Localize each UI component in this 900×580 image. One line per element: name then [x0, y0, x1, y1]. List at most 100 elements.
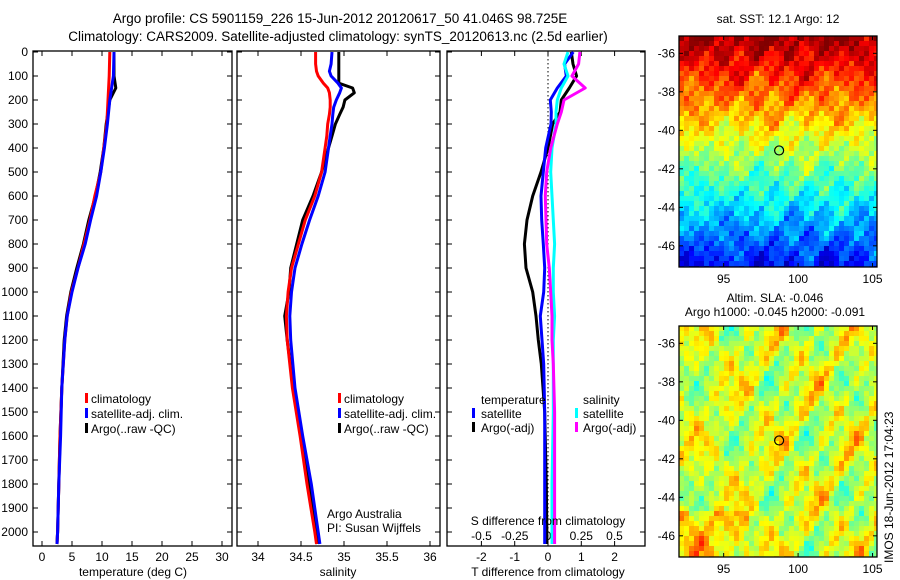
map-cell	[779, 251, 785, 257]
map-cell	[829, 381, 835, 387]
map-cell	[784, 526, 790, 532]
map-cell	[839, 426, 845, 432]
map-cell	[844, 226, 850, 232]
map-cell	[869, 251, 875, 257]
map-cell	[784, 506, 790, 512]
map-cell	[834, 351, 840, 357]
map-cell	[799, 226, 805, 232]
map-cell	[849, 56, 855, 62]
map-cell	[829, 256, 835, 262]
map-cell	[679, 91, 685, 97]
map-cell	[774, 221, 780, 227]
map-cell	[814, 211, 820, 217]
map-cell	[849, 516, 855, 522]
map-cell	[694, 111, 700, 117]
map-cell	[789, 56, 795, 62]
map-cell	[714, 371, 720, 377]
map-cell	[759, 526, 765, 532]
map-cell	[839, 446, 845, 452]
map-cell	[694, 236, 700, 242]
map-cell	[864, 231, 870, 237]
depth-tick-label: 100	[8, 69, 28, 83]
map-cell	[704, 181, 710, 187]
map-cell	[829, 86, 835, 92]
map-cell	[749, 361, 755, 367]
map-cell	[859, 366, 865, 372]
map-cell	[729, 521, 735, 527]
map-cell	[804, 431, 810, 437]
map-cell	[839, 71, 845, 77]
map-cell	[719, 91, 725, 97]
map-cell	[744, 231, 750, 237]
map-cell	[789, 121, 795, 127]
map-cell	[744, 116, 750, 122]
map-cell	[734, 436, 740, 442]
map-cell	[784, 126, 790, 132]
map-cell	[709, 221, 715, 227]
map-cell	[834, 141, 840, 147]
map-cell	[779, 511, 785, 517]
map-cell	[749, 146, 755, 152]
map-cell	[689, 471, 695, 477]
map-cell	[784, 131, 790, 137]
map-cell	[839, 41, 845, 47]
map-cell	[794, 491, 800, 497]
map-cell	[764, 246, 770, 252]
map-cell	[799, 181, 805, 187]
map-cell	[854, 51, 860, 57]
map-cell	[699, 436, 705, 442]
map-cell	[754, 46, 760, 52]
map-cell	[864, 76, 870, 82]
map-cell	[829, 386, 835, 392]
map-cell	[834, 211, 840, 217]
map-cell	[864, 86, 870, 92]
map-cell	[774, 341, 780, 347]
map-cell	[714, 506, 720, 512]
map-cell	[829, 196, 835, 202]
map-cell	[739, 241, 745, 247]
map-cell	[859, 231, 865, 237]
map-cell	[789, 501, 795, 507]
map-cell	[854, 456, 860, 462]
map-cell	[859, 196, 865, 202]
map-cell	[859, 416, 865, 422]
map-cell	[694, 201, 700, 207]
map-cell	[839, 331, 845, 337]
map-cell	[699, 421, 705, 427]
map-cell	[864, 196, 870, 202]
map-cell	[869, 331, 875, 337]
map-cell	[799, 531, 805, 537]
map-cell	[834, 356, 840, 362]
map-cell	[714, 336, 720, 342]
map-cell	[784, 441, 790, 447]
map-cell	[874, 411, 878, 417]
map-cell	[844, 536, 850, 542]
map-cell	[709, 421, 715, 427]
map-cell	[779, 526, 785, 532]
map-cell	[699, 56, 705, 62]
map-cell	[854, 111, 860, 117]
map-cell	[744, 156, 750, 162]
map-cell	[839, 206, 845, 212]
map-cell	[719, 331, 725, 337]
map-cell	[779, 41, 785, 47]
map-cell	[849, 501, 855, 507]
map-cell	[684, 481, 690, 487]
map-cell	[729, 546, 735, 552]
map-cell	[754, 71, 760, 77]
map-cell	[854, 41, 860, 47]
map-cell	[729, 131, 735, 137]
map-cell	[864, 366, 870, 372]
map-cell	[719, 521, 725, 527]
map-cell	[774, 416, 780, 422]
map-cell	[844, 251, 850, 257]
map-cell	[834, 551, 840, 557]
map-cell	[759, 541, 765, 547]
map-cell	[814, 71, 820, 77]
depth-tick-label: 2000	[1, 525, 28, 539]
map-cell	[819, 71, 825, 77]
map-cell	[779, 116, 785, 122]
map-cell	[719, 326, 725, 332]
map-cell	[774, 131, 780, 137]
map-cell	[704, 66, 710, 72]
